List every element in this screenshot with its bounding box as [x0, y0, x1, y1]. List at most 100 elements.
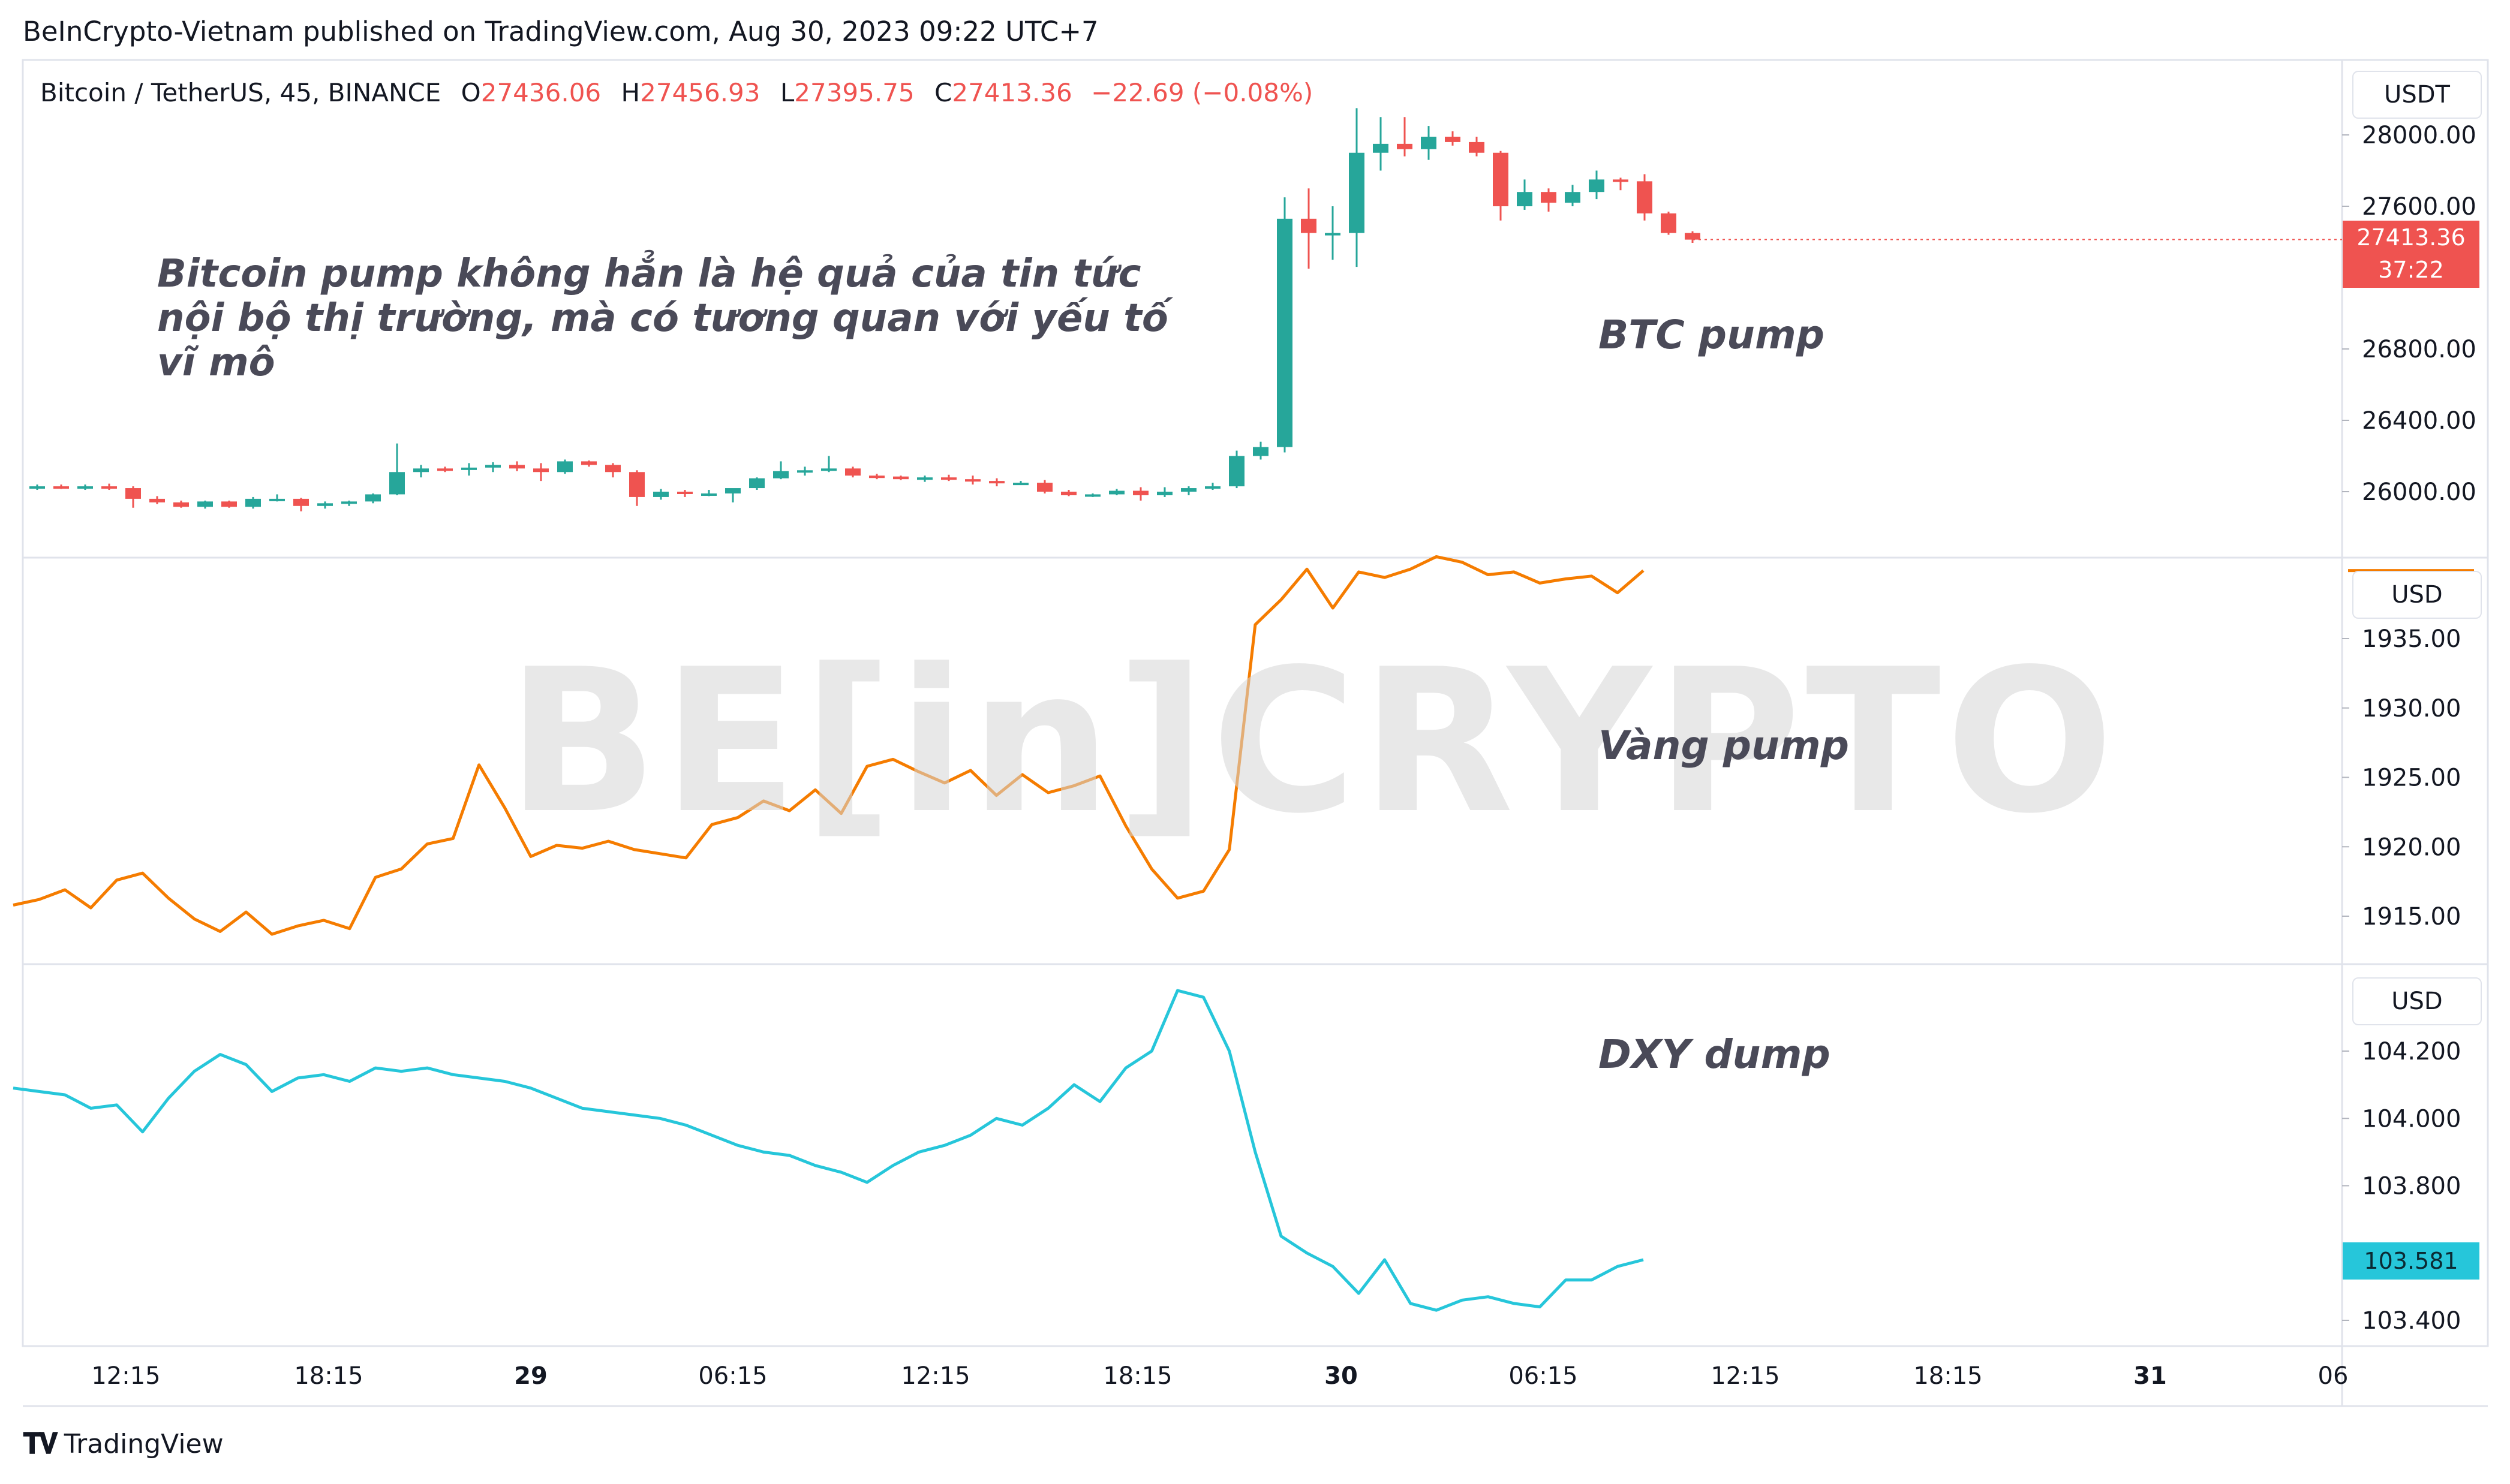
candle: [1085, 493, 1101, 497]
candle: [461, 463, 477, 476]
candle: [1421, 126, 1436, 160]
x-tick-label: 18:15: [1913, 1362, 1982, 1390]
candle-body: [773, 471, 789, 478]
x-tick-label: 12:15: [901, 1362, 970, 1390]
candle: [1661, 211, 1676, 235]
x-tick-label: 06: [2318, 1362, 2349, 1390]
candle-body: [293, 498, 309, 506]
candle-body: [485, 465, 501, 468]
candle: [437, 466, 453, 472]
candle-body: [77, 486, 93, 489]
x-tick-label: 06:15: [698, 1362, 767, 1390]
note-line-1: Bitcoin pump không hẳn là hệ quả của tin…: [157, 252, 1141, 296]
candle: [677, 490, 693, 497]
candle: [1157, 487, 1173, 497]
candle-body: [509, 465, 525, 469]
candle-body: [797, 470, 813, 473]
y-tick-label: 1920.00: [2362, 833, 2461, 861]
candle: [1013, 481, 1029, 486]
candle: [1061, 490, 1077, 496]
candle-body: [1253, 447, 1268, 456]
symbol-name[interactable]: Bitcoin / TetherUS, 45, BINANCE: [40, 78, 441, 107]
tradingview-logo[interactable]: 𝐓𝐕 TradingView: [23, 1427, 224, 1461]
dxy-last-value-tag: 103.581: [2343, 1242, 2479, 1280]
candle: [1133, 487, 1149, 501]
candle-body: [845, 468, 861, 476]
candle: [725, 488, 741, 502]
note-line-3: vĩ mô: [157, 341, 275, 385]
high-value: 27456.93: [640, 78, 760, 107]
y-tick-label: 104.200: [2362, 1038, 2461, 1065]
btc-currency-button[interactable]: USDT: [2352, 71, 2482, 119]
candle: [533, 463, 549, 481]
candle-body: [1373, 143, 1388, 153]
candle-body: [917, 477, 933, 480]
candle-body: [461, 467, 477, 470]
candle-body: [341, 501, 357, 504]
x-tick-label: 29: [514, 1362, 548, 1390]
candle: [1181, 486, 1197, 495]
tradingview-mark-icon: 𝐓𝐕: [23, 1427, 58, 1461]
gold-currency-button[interactable]: USD: [2352, 571, 2482, 619]
candle: [221, 500, 237, 508]
candle-body: [533, 468, 549, 472]
candle-body: [1469, 142, 1484, 153]
y-tick-label: 1925.00: [2362, 764, 2461, 792]
candle-body: [365, 494, 381, 502]
candle-body: [53, 486, 69, 489]
candle: [389, 443, 405, 495]
open-label: O: [461, 78, 481, 107]
candle-body: [677, 492, 693, 494]
candle-body: [1493, 152, 1508, 206]
watermark-logo: BE[in]CRYPTO: [507, 627, 2119, 857]
candle-body: [1685, 233, 1700, 240]
btc-pump-label: BTC pump: [1598, 312, 1824, 358]
candle: [1517, 179, 1532, 210]
candle: [1229, 450, 1245, 489]
gold-series-line: [13, 555, 1645, 936]
candle-body: [869, 475, 885, 478]
high-label: H: [621, 78, 641, 107]
candle-body: [125, 488, 141, 499]
candle-body: [389, 472, 405, 495]
candle: [989, 478, 1005, 487]
candle: [797, 466, 813, 476]
x-tick-label: 31: [2133, 1362, 2167, 1390]
candle: [1349, 108, 1364, 267]
y-tick-label: 1915.00: [2362, 903, 2461, 931]
candle: [869, 474, 885, 480]
candle: [1613, 177, 1628, 191]
candle-body: [557, 461, 573, 472]
x-tick-label: 12:15: [1711, 1362, 1779, 1390]
candle-body: [29, 486, 45, 489]
candle: [509, 461, 525, 471]
candle-body: [1277, 218, 1292, 447]
candle-body: [1613, 179, 1628, 182]
candle: [701, 490, 717, 496]
candle-body: [1205, 486, 1221, 489]
y-tick-label: 27600.00: [2362, 193, 2476, 221]
candle-body: [1565, 192, 1580, 203]
candle-body: [413, 468, 429, 472]
candle: [845, 466, 861, 478]
y-tick-label: 1935.00: [2362, 625, 2461, 653]
candle: [1565, 185, 1580, 206]
candle: [1325, 206, 1340, 260]
candle: [653, 489, 669, 500]
candle-body: [725, 488, 741, 493]
candle: [557, 459, 573, 474]
candle-body: [1349, 152, 1364, 233]
y-tick-label: 28000.00: [2362, 122, 2476, 149]
candle-body: [1133, 490, 1149, 495]
candle-body: [1325, 233, 1340, 236]
dxy-currency-button[interactable]: USD: [2352, 977, 2482, 1025]
candle: [77, 484, 93, 490]
candle-body: [1589, 179, 1604, 192]
candle: [245, 496, 261, 509]
candle-body: [605, 465, 621, 472]
candle: [1469, 136, 1484, 156]
candle-body: [1541, 192, 1556, 203]
close-value: 27413.36: [952, 78, 1072, 107]
y-tick-label: 103.400: [2362, 1307, 2461, 1335]
